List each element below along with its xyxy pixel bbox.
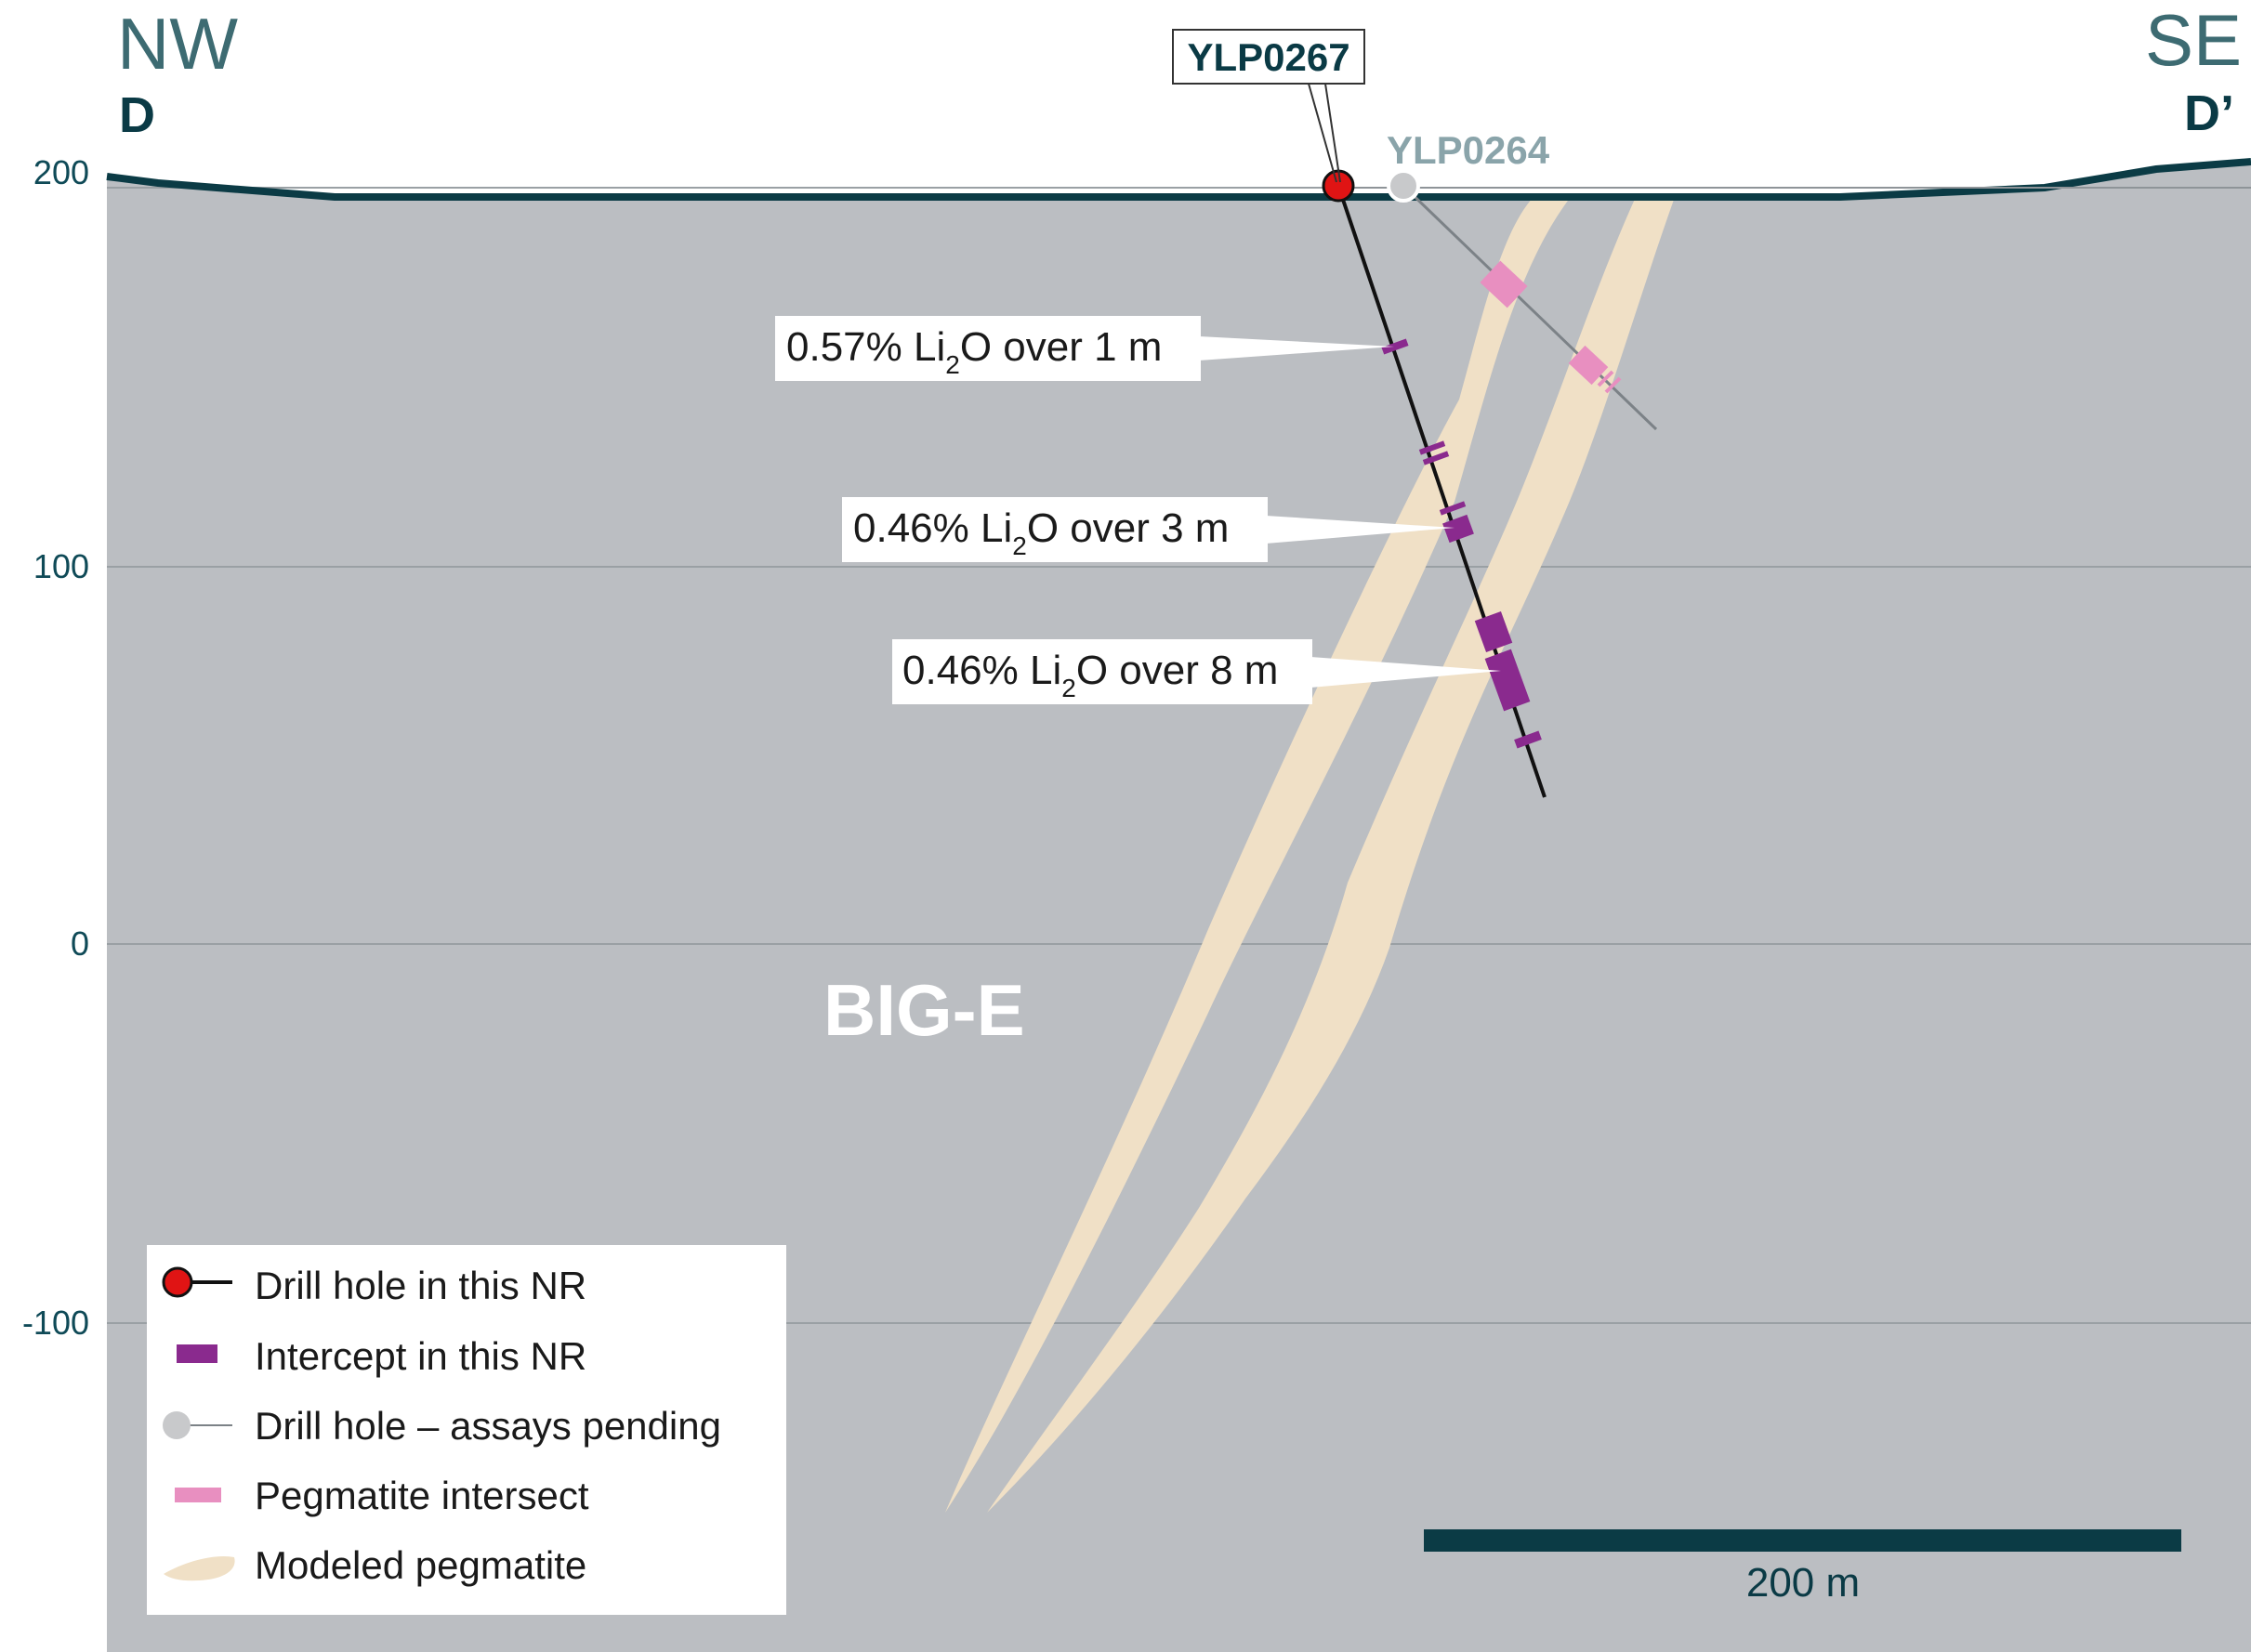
legend-box	[147, 1245, 786, 1615]
intercept-tick-a	[1418, 440, 1446, 455]
elevation-label-200: 200	[33, 153, 89, 191]
intercept-callout-1-text: 0.57% Li2O over 1 m	[786, 324, 1162, 379]
legend-label-pending-hole: Drill hole – assays pending	[255, 1404, 721, 1448]
intercept-callout-2: 0.46% Li2O over 3 m	[842, 497, 1268, 562]
grey-drill-hole-icon	[163, 1411, 191, 1439]
intercept-2	[1442, 514, 1474, 544]
legend-item-intercept: Intercept in this NR	[177, 1334, 586, 1378]
pegmatite-body-east	[987, 197, 1675, 1513]
direction-right-label: D’	[2184, 85, 2234, 141]
legend-label-modeled-pegmatite: Modeled pegmatite	[255, 1543, 586, 1587]
intercept-3b	[1484, 649, 1531, 712]
drill-trace-pending	[1402, 184, 1658, 431]
intercept-4	[1514, 730, 1542, 749]
intercept-callout-2-box	[842, 497, 1268, 562]
scale-bar-line	[1424, 1529, 2181, 1552]
direction-right-bearing: SE	[2145, 0, 2242, 81]
pegmatite-intersect-tick-1	[1597, 370, 1614, 387]
drill-collar-pending	[1387, 169, 1420, 203]
drill-hole-ylp0264	[1387, 169, 1658, 431]
intercept-3a	[1474, 610, 1513, 653]
scale-bar-label: 200 m	[1746, 1560, 1860, 1606]
direction-left-label: D	[119, 87, 155, 143]
intercept-tick-b	[1422, 451, 1450, 465]
intercept-callout-3-text: 0.46% Li2O over 8 m	[902, 648, 1278, 702]
legend-label-drill-hole: Drill hole in this NR	[255, 1264, 586, 1307]
legend-item-pegmatite-intersect: Pegmatite intersect	[175, 1474, 589, 1517]
hole-label-leader-left	[1308, 83, 1337, 183]
purple-intercept-icon	[177, 1344, 217, 1363]
legend-item-drill-hole: Drill hole in this NR	[162, 1264, 586, 1307]
pink-intersect-icon	[175, 1488, 221, 1502]
drill-hole-ylp0267	[1322, 169, 1547, 798]
pegmatite-swatch-icon	[164, 1555, 235, 1581]
intercept-callout-2-text: 0.46% Li2O over 3 m	[853, 505, 1229, 560]
legend-item-pending-hole: Drill hole – assays pending	[163, 1404, 721, 1448]
hole-label-text-ylp0267: YLP0267	[1187, 35, 1349, 79]
elevation-label-100: 100	[33, 547, 89, 585]
leader-intercept-3	[1310, 657, 1501, 688]
red-drill-hole-icon	[162, 1266, 193, 1298]
hole-label-box	[1172, 29, 1365, 85]
direction-left-bearing: NW	[117, 3, 238, 85]
callout-leaders	[1199, 336, 1501, 688]
zone-label-big-e: BIG-E	[823, 969, 1025, 1051]
pegmatite-intersect-tick-2	[1604, 376, 1622, 394]
hole-label-leader-right	[1324, 83, 1341, 183]
pegmatite-intersect-1	[1480, 260, 1528, 308]
legend-label-intercept: Intercept in this NR	[255, 1334, 586, 1378]
intercept-callout-1-box	[775, 316, 1201, 381]
intercept-callout-3: 0.46% Li2O over 8 m	[892, 639, 1312, 704]
leader-intercept-2	[1266, 516, 1455, 544]
leader-intercept-1	[1199, 336, 1394, 361]
legend: Drill hole in this NR Intercept in this …	[147, 1245, 786, 1615]
elevation-label-minus-100: -100	[22, 1304, 89, 1342]
intercept-1	[1381, 338, 1409, 355]
hole-label-ylp0267: YLP0267	[1172, 29, 1365, 183]
intercept-callout-3-box	[892, 639, 1312, 704]
intercept-callout-1: 0.57% Li2O over 1 m	[775, 316, 1201, 381]
elevation-label-0: 0	[71, 924, 89, 963]
pegmatite-intersect-2	[1568, 345, 1609, 386]
scale-bar: 200 m	[1424, 1529, 2181, 1606]
legend-item-modeled-pegmatite: Modeled pegmatite	[164, 1543, 586, 1587]
legend-label-pegmatite-intersect: Pegmatite intersect	[255, 1474, 589, 1517]
intercept-tick-c	[1439, 501, 1467, 516]
hole-label-text-ylp0264: YLP0264	[1387, 128, 1550, 172]
ground-surface-line	[106, 158, 2251, 201]
